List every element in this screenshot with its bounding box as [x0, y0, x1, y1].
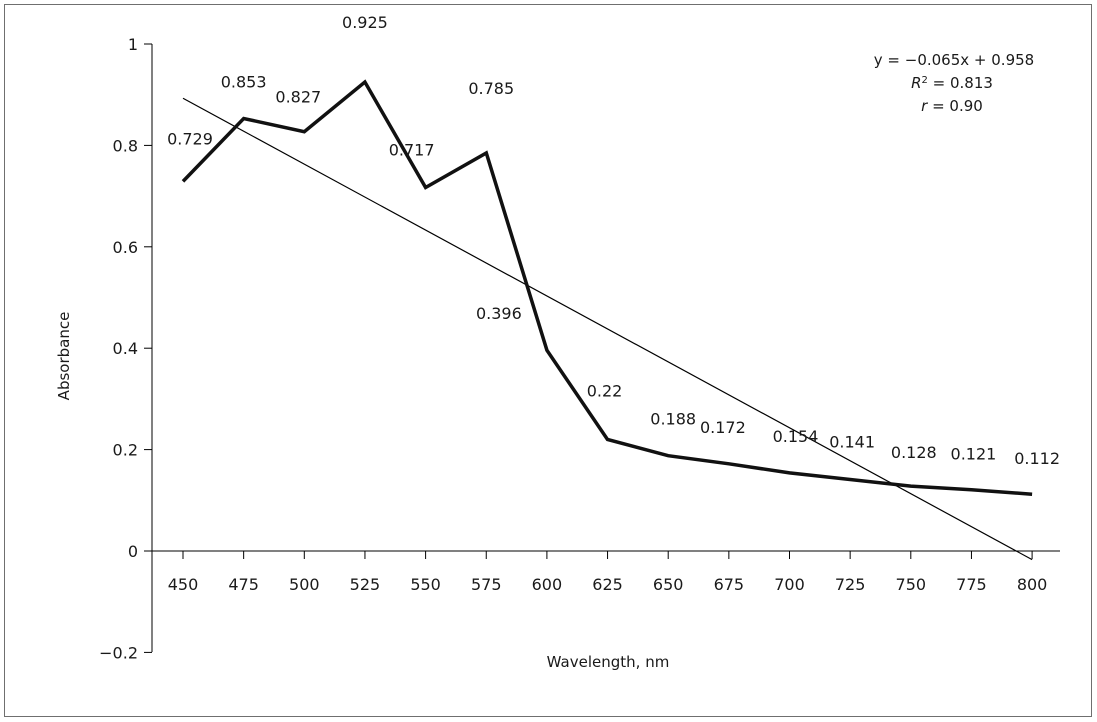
data-labels: 0.729 0.853 0.827 0.925 0.717 0.785 0.396 0.22 0… — [167, 13, 1060, 468]
x-tick-label: 775 — [956, 575, 987, 594]
x-axis-title: Wavelength, nm — [547, 653, 670, 671]
data-label: 0.112 — [1014, 449, 1060, 468]
axes — [151, 44, 1060, 652]
y-tick-label: 0 — [128, 542, 138, 561]
x-tick-label: 625 — [592, 575, 623, 594]
data-label: 0.154 — [773, 427, 819, 446]
data-label: 0.729 — [167, 129, 213, 148]
x-tick-label: 650 — [653, 575, 684, 594]
x-tick-label: 475 — [228, 575, 259, 594]
ticks: 1 0.8 0.6 0.4 0.2 0 −0.2 450 475 500 525 550 575 600 6… — [99, 35, 1047, 662]
y-tick-label: 0.6 — [113, 238, 138, 257]
data-label: 0.717 — [389, 140, 435, 159]
y-tick-label: 1 — [128, 35, 138, 54]
series-group — [181, 79, 1033, 496]
chart-frame — [4, 4, 1092, 717]
x-tick-label: 600 — [532, 575, 563, 594]
data-label: 0.128 — [891, 443, 937, 462]
data-label: 0.396 — [476, 304, 522, 323]
x-tick-label: 725 — [835, 575, 866, 594]
data-label: 0.121 — [951, 445, 997, 464]
data-label: 0.22 — [587, 381, 623, 400]
data-label: 0.827 — [275, 88, 321, 107]
y-tick-label: 0.2 — [113, 441, 138, 460]
x-tick-label: 700 — [774, 575, 805, 594]
data-label: 0.853 — [221, 73, 267, 92]
y-axis-title: Absorbance — [55, 312, 73, 401]
data-label: 0.188 — [650, 410, 696, 429]
r-squared-text: R2 = 0.813 — [911, 74, 993, 92]
data-label: 0.172 — [700, 418, 746, 437]
data-label: 0.925 — [342, 13, 388, 32]
y-tick-label: −0.2 — [99, 643, 138, 662]
data-label: 0.141 — [829, 433, 875, 452]
trendline — [182, 97, 1033, 561]
x-tick-label: 750 — [896, 575, 927, 594]
trendline-equation: y = −0.065x + 0.958 R2 = 0.813 r = 0.90 — [874, 51, 1034, 115]
x-tick-label: 800 — [1017, 575, 1048, 594]
x-tick-label: 575 — [471, 575, 502, 594]
equation-text: y = −0.065x + 0.958 — [874, 51, 1034, 69]
x-tick-label: 500 — [289, 575, 320, 594]
x-tick-label: 550 — [410, 575, 441, 594]
x-tick-label: 675 — [714, 575, 745, 594]
y-tick-label: 0.8 — [113, 136, 138, 155]
data-label: 0.785 — [468, 79, 514, 98]
trendline-group — [182, 97, 1033, 561]
x-tick-label: 525 — [350, 575, 381, 594]
x-tick-label: 450 — [168, 575, 199, 594]
r-text: r = 0.90 — [921, 97, 983, 115]
y-tick-label: 0.4 — [113, 339, 138, 358]
absorbance-series-line — [181, 79, 1033, 496]
